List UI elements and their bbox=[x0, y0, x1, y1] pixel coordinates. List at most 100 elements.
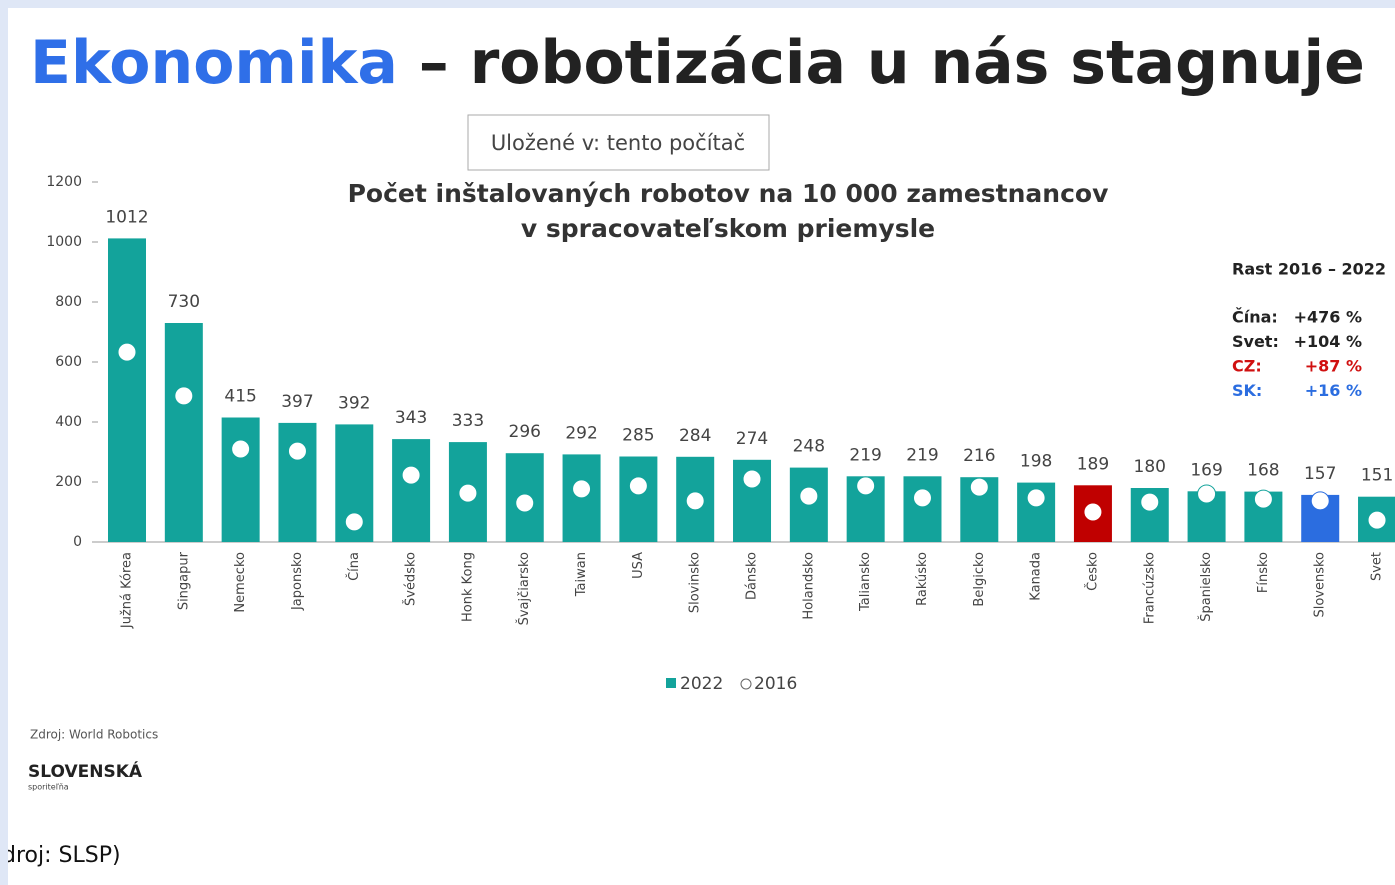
y-tick-label: 400 bbox=[55, 414, 82, 430]
x-tick-label: Taliansko bbox=[858, 552, 873, 612]
x-tick-label: Kanada bbox=[1029, 552, 1044, 601]
value-label: 189 bbox=[1077, 454, 1109, 474]
x-tick-label: Francúzsko bbox=[1142, 552, 1157, 624]
source: Zdroj: World Robotics bbox=[30, 728, 158, 742]
annotation-title: Rast 2016 – 2022 bbox=[1232, 260, 1386, 279]
chart-title: Počet inštalovaných robotov na 10 000 za… bbox=[348, 179, 1109, 208]
dot-2016 bbox=[458, 483, 478, 503]
legend-swatch bbox=[740, 678, 752, 690]
dot-2016 bbox=[174, 386, 194, 406]
x-tick-label: Taiwan bbox=[574, 552, 589, 597]
bar bbox=[903, 476, 942, 542]
value-label: 274 bbox=[736, 429, 768, 449]
y-tick-label: 1000 bbox=[46, 234, 82, 250]
dot-2016 bbox=[1026, 488, 1046, 508]
value-label: 248 bbox=[793, 437, 825, 457]
y-tick-label: 1200 bbox=[46, 174, 82, 190]
x-tick-label: Švédsko bbox=[403, 552, 419, 606]
annotation-label: CZ: bbox=[1232, 357, 1262, 376]
value-label: 285 bbox=[622, 426, 654, 446]
bar bbox=[221, 417, 260, 542]
value-label: 397 bbox=[281, 392, 313, 412]
dot-2016 bbox=[287, 441, 307, 461]
y-tick-label: 0 bbox=[73, 534, 82, 550]
caption: droj: SLSP) bbox=[8, 843, 121, 868]
dot-2016 bbox=[1253, 489, 1273, 509]
dot-2016 bbox=[231, 439, 251, 459]
value-label: 168 bbox=[1247, 461, 1279, 481]
value-label: 180 bbox=[1134, 457, 1166, 477]
dot-2016 bbox=[628, 476, 648, 496]
annotation-value: +87 % bbox=[1305, 357, 1362, 376]
x-tick-label: Čína bbox=[346, 552, 362, 581]
value-label: 157 bbox=[1304, 464, 1336, 484]
bar bbox=[392, 439, 431, 542]
x-tick-label: Južná Kórea bbox=[120, 552, 135, 629]
dot-2016 bbox=[344, 512, 364, 532]
value-label: 415 bbox=[224, 387, 256, 407]
y-tick-label: 800 bbox=[55, 294, 82, 310]
x-tick-label: Svet bbox=[1370, 552, 1385, 581]
value-label: 333 bbox=[452, 411, 484, 431]
dot-2016 bbox=[117, 342, 137, 362]
x-tick-label: Dánsko bbox=[745, 552, 760, 600]
x-tick-label: Švajčiarsko bbox=[516, 552, 532, 625]
value-label: 343 bbox=[395, 408, 427, 428]
x-tick-label: Japonsko bbox=[290, 552, 305, 611]
x-tick-label: Belgicko bbox=[972, 552, 987, 607]
dot-2016 bbox=[1197, 484, 1217, 504]
x-tick-label: Nemecko bbox=[233, 552, 248, 613]
x-tick-label: Česko bbox=[1084, 552, 1100, 591]
bar bbox=[619, 456, 658, 542]
x-tick-label: Slovensko bbox=[1313, 552, 1328, 618]
x-tick-label: Holandsko bbox=[801, 552, 816, 620]
annotation-label: Čína: bbox=[1232, 308, 1278, 327]
dot-2016 bbox=[401, 465, 421, 485]
chart-subtitle: v spracovateľskom priemysle bbox=[521, 214, 935, 243]
value-label: 219 bbox=[849, 445, 881, 465]
value-label: 1012 bbox=[105, 207, 148, 227]
x-tick-label: USA bbox=[631, 552, 646, 579]
bar bbox=[108, 238, 146, 542]
y-tick-label: 200 bbox=[55, 474, 82, 490]
legend-swatch bbox=[666, 678, 676, 688]
title-highlight: Ekonomika bbox=[30, 28, 398, 98]
logo-sub: sporiteľňa bbox=[28, 782, 69, 792]
value-label: 730 bbox=[168, 292, 200, 312]
title-rest: – robotizácia u nás stagnuje bbox=[398, 28, 1365, 98]
dot-2016 bbox=[799, 486, 819, 506]
dot-2016 bbox=[685, 491, 705, 511]
value-label: 292 bbox=[565, 423, 597, 443]
dot-2016 bbox=[856, 476, 876, 496]
value-label: 198 bbox=[1020, 452, 1052, 472]
dot-2016 bbox=[1083, 502, 1103, 522]
y-tick-label: 600 bbox=[55, 354, 82, 370]
x-tick-label: Slovinsko bbox=[688, 552, 703, 613]
value-label: 296 bbox=[509, 422, 541, 442]
value-label: 392 bbox=[338, 393, 370, 413]
dot-2016 bbox=[1140, 492, 1160, 512]
legend-label: 2022 bbox=[680, 674, 723, 694]
bar bbox=[164, 323, 203, 542]
slide: Ekonomika – robotizácia u nás stagnuje U… bbox=[8, 8, 1395, 885]
annotation-value: +104 % bbox=[1294, 332, 1362, 351]
annotation-label: Svet: bbox=[1232, 332, 1279, 351]
dot-2016 bbox=[515, 493, 535, 513]
dot-2016 bbox=[1367, 510, 1387, 530]
value-label: 216 bbox=[963, 446, 995, 466]
x-tick-label: Honk Kong bbox=[460, 552, 475, 622]
dot-2016 bbox=[912, 488, 932, 508]
dot-2016 bbox=[1310, 491, 1330, 511]
annotation-value: +476 % bbox=[1294, 308, 1362, 327]
dot-2016 bbox=[572, 479, 592, 499]
value-label: 151 bbox=[1361, 466, 1393, 486]
x-tick-label: Španielsko bbox=[1198, 552, 1214, 622]
logo: SLOVENSKÁ bbox=[28, 760, 143, 782]
tooltip-box bbox=[467, 114, 770, 171]
dot-2016 bbox=[742, 469, 762, 489]
chart: Ekonomika – robotizácia u nás stagnuje U… bbox=[8, 28, 1395, 868]
legend-label: 2016 bbox=[754, 674, 797, 694]
x-tick-label: Rakúsko bbox=[915, 552, 930, 606]
x-tick-label: Fínsko bbox=[1256, 552, 1271, 593]
value-label: 284 bbox=[679, 426, 711, 446]
